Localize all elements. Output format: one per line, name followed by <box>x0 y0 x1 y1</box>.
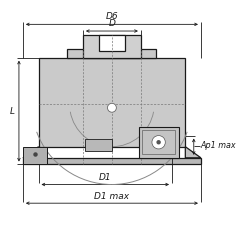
Polygon shape <box>23 158 201 164</box>
Polygon shape <box>185 147 201 158</box>
Circle shape <box>156 140 161 144</box>
Circle shape <box>152 136 165 149</box>
Text: D1 max: D1 max <box>94 192 129 201</box>
Text: D6: D6 <box>106 12 118 21</box>
Text: L: L <box>10 107 15 116</box>
Text: Ap1 max: Ap1 max <box>200 141 236 150</box>
Polygon shape <box>23 147 38 158</box>
Polygon shape <box>139 127 179 158</box>
Polygon shape <box>23 147 48 164</box>
Polygon shape <box>38 58 185 147</box>
Text: D1: D1 <box>99 173 112 182</box>
Circle shape <box>108 103 116 112</box>
Text: D: D <box>108 19 115 28</box>
Polygon shape <box>67 49 156 58</box>
Polygon shape <box>85 139 112 151</box>
Polygon shape <box>83 36 141 58</box>
Polygon shape <box>99 36 125 51</box>
